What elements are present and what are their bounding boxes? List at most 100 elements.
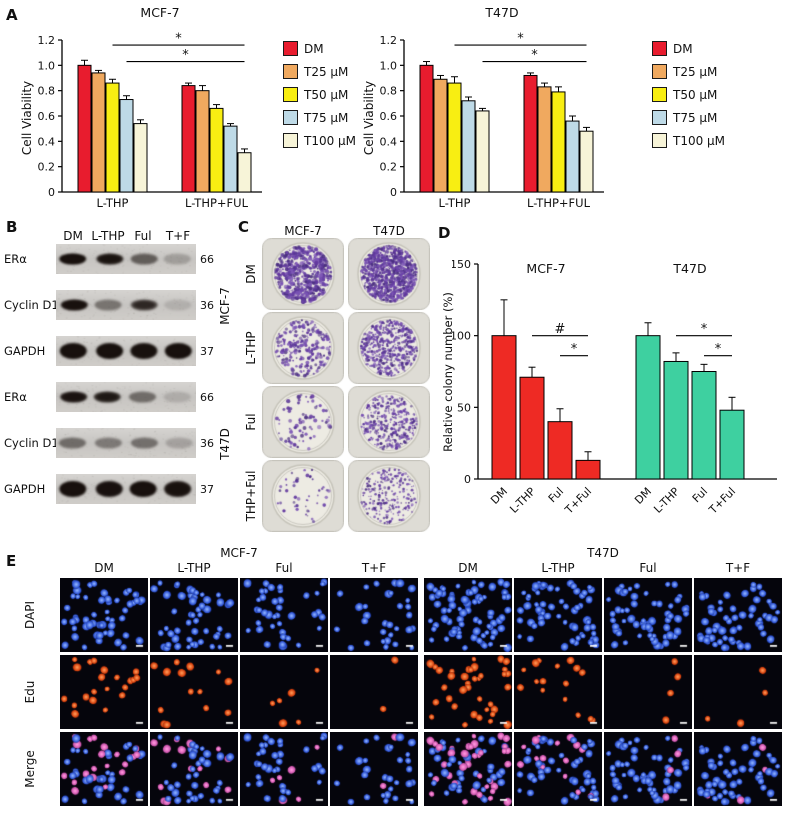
legend-label: T50 µM [673,87,718,102]
colony-row-label-ful: Ful [244,413,258,431]
fluorescence-image [150,732,238,806]
fluorescence-image [694,732,782,806]
svg-text:*: * [571,342,578,357]
svg-text:*: * [531,48,538,63]
legend-item: T75 µM [652,106,725,129]
svg-text:1.0: 1.0 [380,59,398,72]
svg-text:0: 0 [390,186,397,199]
fluorescence-image [150,655,238,729]
svg-text:L-THP: L-THP [507,485,538,516]
western-blot-gapdh-mcf7 [56,336,196,366]
legend-label: T25 µM [673,64,718,79]
svg-text:L-THP: L-THP [651,485,682,516]
protein-label-gapdh-t47d: GAPDH [4,482,46,496]
fluorescence-image [604,578,692,652]
protein-label-gapdh-mcf7: GAPDH [4,344,46,358]
fluorescence-image [330,732,418,806]
panel-b-label: B [6,218,18,236]
edu-col-label: Ful [639,561,657,575]
colony-plate-image [348,312,430,384]
svg-text:0.8: 0.8 [380,85,398,98]
legend-item: T50 µM [283,83,356,106]
legend-swatch-t25 [652,64,667,79]
western-blot-cyclind1-t47d [56,428,196,458]
legend-swatch-t100 [652,133,667,148]
svg-text:0.6: 0.6 [380,110,398,123]
colony-plate-image [262,312,344,384]
svg-text:100: 100 [452,330,471,343]
fluorescence-image [240,655,328,729]
legend-label: T75 µM [673,110,718,125]
fluorescence-image [60,732,148,806]
colony-title-mcf7: MCF-7 [284,224,322,238]
svg-text:T+Ful: T+Ful [562,485,594,517]
marker-weight: 66 [200,253,214,266]
fluorescence-image [604,655,692,729]
svg-text:0.6: 0.6 [38,110,56,123]
svg-text:0.2: 0.2 [38,161,56,174]
fluorescence-image [694,655,782,729]
svg-text:1.2: 1.2 [380,34,398,47]
fluorescence-image [240,578,328,652]
legend-label: T100 µM [673,133,726,148]
legend-mcf7: DM T25 µM T50 µM T75 µM T100 µM [283,37,356,152]
svg-text:L-THP+FUL: L-THP+FUL [527,196,591,210]
svg-text:0: 0 [464,473,471,486]
edu-col-label: T+F [725,561,751,575]
colony-row-label-thpful: THP+Ful [244,470,258,522]
edu-row-label-dapi: DAPI [23,600,37,630]
fluorescence-image [514,578,602,652]
blot-group-label-t47d: T47D [218,428,232,460]
protein-label-cyclind1-mcf7: Cyclin D1 [4,298,59,312]
svg-text:*: * [182,48,189,63]
svg-text:DM: DM [632,485,654,507]
edu-group-title-mcf7: MCF-7 [220,546,258,560]
panel-c-label: C [238,218,250,236]
edu-col-label: DM [458,561,478,575]
marker-weight: 66 [200,391,214,404]
svg-text:*: * [715,342,722,357]
legend-item: T50 µM [652,83,725,106]
legend-item: T100 µM [283,129,356,152]
blot-lane-header-ful: Ful [134,229,152,243]
svg-text:1.2: 1.2 [38,34,56,47]
svg-text:0.4: 0.4 [380,135,398,148]
t47d-viability-chart: 0 0.2 0.4 0.6 0.8 1.0 1.2 L-THP L-THP+FUL * * [360,16,610,218]
edu-col-label: DM [94,561,114,575]
chart-title-mcf7: MCF-7 [140,5,180,20]
protein-label-era-t47d: ERα [4,390,27,404]
marker-weight: 37 [200,345,214,358]
edu-row-label-edu: Edu [23,680,37,704]
svg-text:1.0: 1.0 [38,59,56,72]
fluorescence-image [694,578,782,652]
edu-col-label: T+F [361,561,387,575]
legend-swatch-t50 [283,87,298,102]
svg-text:50: 50 [457,401,471,414]
svg-text:*: * [175,32,182,47]
edu-col-label: L-THP [177,561,211,575]
legend-label: T25 µM [304,64,349,79]
blot-lane-header-lthp: L-THP [91,229,125,243]
legend-item: T100 µM [652,129,725,152]
svg-text:*: * [517,32,524,47]
svg-text:L-THP: L-THP [439,196,471,210]
western-blot-cyclind1-mcf7 [56,290,196,320]
blot-lane-header-tf: T+F [165,229,191,243]
fluorescence-image [514,655,602,729]
legend-item: T25 µM [652,60,725,83]
fluorescence-image [514,732,602,806]
legend-swatch-t100 [283,133,298,148]
svg-text:150: 150 [452,258,471,271]
fluorescence-image [424,655,512,729]
legend-item: DM [652,37,725,60]
legend-item: DM [283,37,356,60]
svg-text:*: * [701,322,708,337]
svg-text:0: 0 [48,186,55,199]
colony-plate-image [348,238,430,310]
protein-label-cyclind1-t47d: Cyclin D1 [4,436,59,450]
legend-label: T50 µM [304,87,349,102]
svg-text:L-THP: L-THP [97,196,129,210]
marker-weight: 36 [200,437,214,450]
svg-text:MCF-7: MCF-7 [526,261,565,276]
legend-item: T75 µM [283,106,356,129]
